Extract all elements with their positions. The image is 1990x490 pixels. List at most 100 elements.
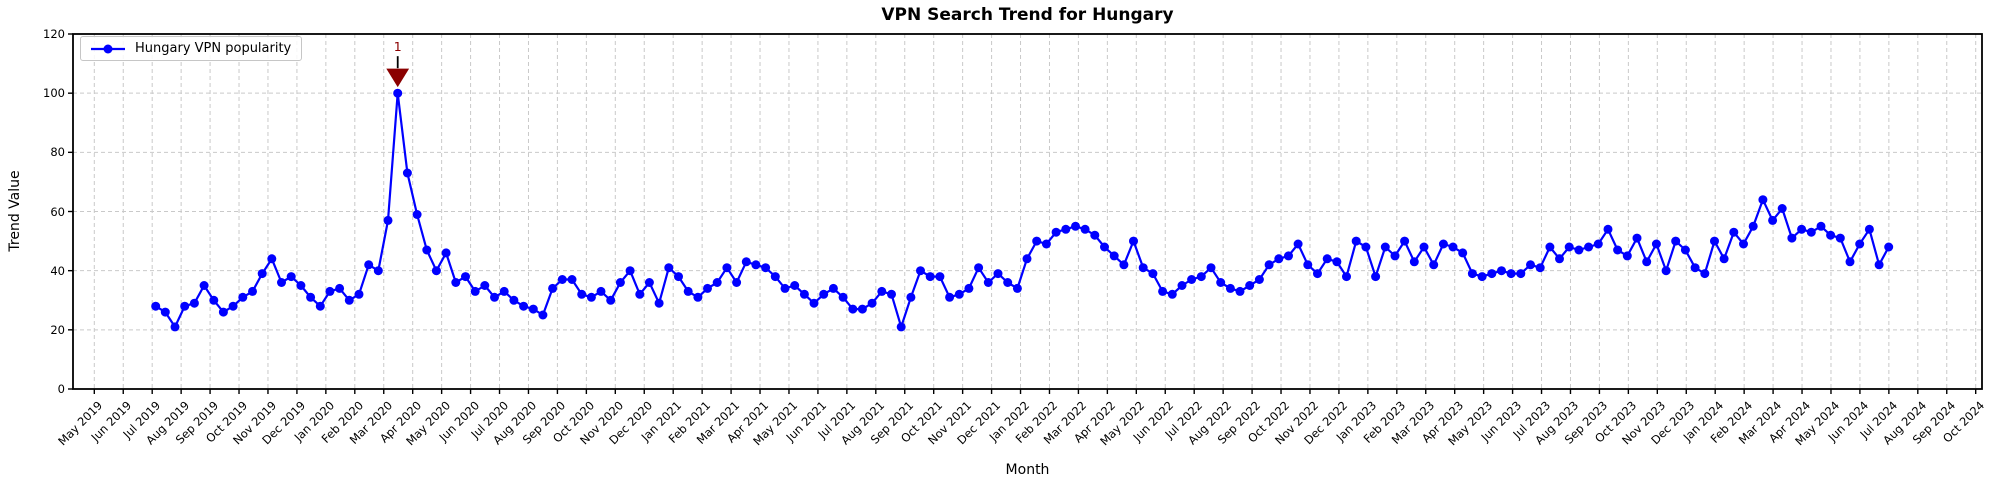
data-point <box>1864 224 1874 234</box>
data-point <box>1254 275 1264 284</box>
data-point <box>1768 215 1778 225</box>
data-point <box>1419 242 1429 252</box>
data-point <box>1874 260 1884 270</box>
data-point <box>1748 221 1758 231</box>
data-point <box>1797 224 1807 234</box>
data-point <box>1138 263 1148 273</box>
data-point <box>1487 269 1497 279</box>
y-tick-label: 100 <box>43 86 65 101</box>
data-point <box>1284 251 1293 261</box>
data-point <box>373 266 383 276</box>
data-point <box>1584 242 1594 252</box>
data-point <box>1225 283 1235 293</box>
data-point <box>470 286 480 296</box>
data-point <box>1167 289 1177 299</box>
data-point <box>780 283 790 293</box>
data-point <box>1216 278 1226 287</box>
data-point <box>1729 227 1739 237</box>
data-point <box>1390 251 1400 261</box>
data-point <box>1719 254 1729 264</box>
y-tick-label: 20 <box>50 322 65 337</box>
y-axis-label: Trend Value <box>7 170 23 252</box>
data-point <box>315 301 325 311</box>
data-point <box>1845 257 1855 267</box>
data-point <box>451 278 461 287</box>
data-point <box>906 292 916 302</box>
data-point <box>1090 230 1100 240</box>
data-point <box>509 295 519 305</box>
data-point <box>296 281 306 290</box>
data-point <box>1477 272 1487 282</box>
data-point <box>538 310 548 320</box>
data-point <box>974 263 984 273</box>
data-point <box>228 301 238 311</box>
data-point <box>431 266 441 276</box>
data-point <box>1506 269 1516 279</box>
data-point <box>1177 281 1187 290</box>
data-point <box>1293 239 1303 249</box>
data-point <box>383 215 393 225</box>
data-point <box>1003 278 1013 287</box>
data-point <box>1826 230 1836 240</box>
peak-annotation-label: 1 <box>393 39 402 55</box>
data-point <box>741 257 751 267</box>
data-point <box>1622 251 1632 261</box>
data-point <box>819 289 829 299</box>
data-point <box>567 275 577 284</box>
data-point <box>1264 260 1274 270</box>
data-point <box>422 245 432 255</box>
y-tick-label: 60 <box>50 204 65 219</box>
data-point <box>1458 248 1468 258</box>
data-point <box>344 295 354 305</box>
data-point <box>1119 260 1129 270</box>
data-point <box>916 266 925 276</box>
data-point <box>1148 269 1158 279</box>
data-point <box>1080 224 1090 234</box>
chart-title: VPN Search Trend for Hungary <box>881 5 1174 25</box>
data-point <box>1690 263 1700 273</box>
data-point <box>1497 266 1506 276</box>
data-point <box>490 292 499 302</box>
data-point <box>1574 245 1584 255</box>
data-point <box>1332 257 1342 267</box>
data-point <box>1816 221 1826 231</box>
legend-label: Hungary VPN popularity <box>135 41 292 56</box>
data-point <box>1555 254 1564 264</box>
data-point <box>1642 257 1652 267</box>
data-point <box>1158 286 1168 296</box>
data-point <box>857 304 867 314</box>
data-point <box>1564 242 1574 252</box>
data-point <box>557 275 567 284</box>
data-point <box>1400 236 1410 246</box>
data-point <box>354 289 364 299</box>
data-point <box>1371 272 1381 282</box>
data-point <box>732 278 742 287</box>
x-axis-label: Month <box>1005 462 1050 478</box>
data-point <box>1603 224 1613 234</box>
data-point <box>180 301 190 311</box>
data-point <box>1632 233 1642 243</box>
data-point <box>1438 239 1448 249</box>
data-point <box>625 266 635 276</box>
data-point <box>257 269 267 279</box>
data-point <box>1700 269 1710 279</box>
data-point <box>499 286 509 296</box>
data-point <box>761 263 771 273</box>
data-point <box>809 298 819 308</box>
peak-data-point <box>393 88 403 98</box>
data-point <box>935 272 945 282</box>
data-point <box>693 292 703 302</box>
data-point <box>1235 286 1245 296</box>
data-point <box>1071 221 1080 231</box>
data-point <box>1041 239 1051 249</box>
data-point <box>644 278 654 287</box>
data-point <box>683 286 693 296</box>
data-point <box>1545 242 1555 252</box>
y-tick-label: 0 <box>57 382 65 396</box>
data-point <box>1884 242 1894 252</box>
data-point <box>248 286 257 296</box>
data-point <box>170 322 180 332</box>
data-point <box>1361 242 1371 252</box>
data-point <box>519 301 529 311</box>
data-point <box>596 286 606 296</box>
